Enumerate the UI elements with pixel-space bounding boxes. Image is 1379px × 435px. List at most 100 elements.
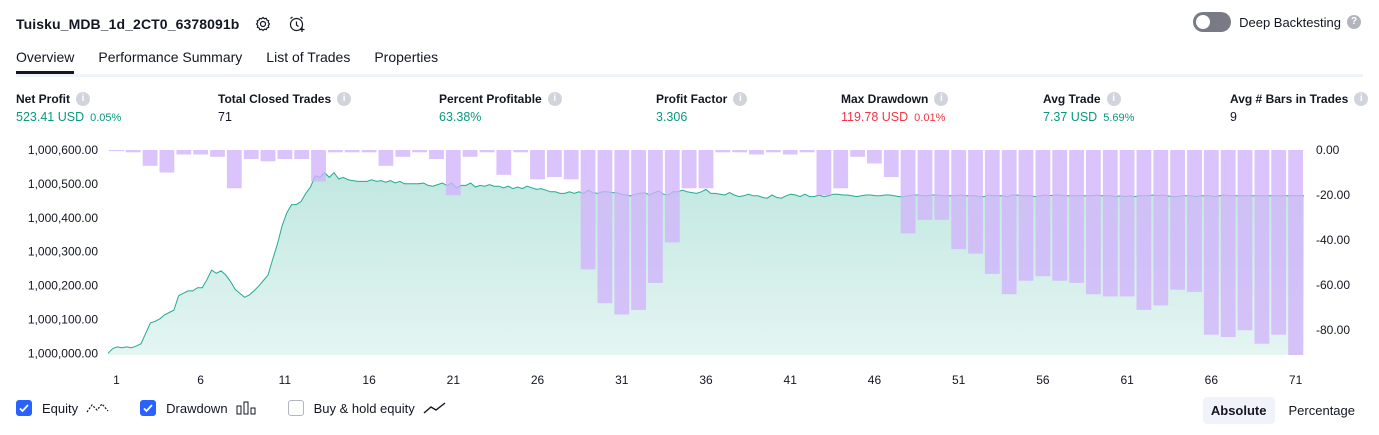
drawdown-bar	[749, 150, 764, 155]
drawdown-bar	[867, 150, 882, 164]
drawdown-bar	[159, 150, 175, 173]
percentage-button[interactable]: Percentage	[1288, 403, 1356, 418]
drawdown-bar	[563, 150, 579, 180]
tab-performance-summary[interactable]: Performance Summary	[98, 49, 243, 65]
drawdown-bar	[378, 150, 394, 166]
x-axis-tick-label: 11	[279, 373, 292, 387]
buy-hold-checkbox[interactable]	[287, 400, 304, 416]
left-axis-tick-label: 1,000,400.00	[28, 211, 98, 225]
help-icon[interactable]: ?	[1347, 15, 1361, 29]
x-axis-tick-label: 41	[784, 373, 798, 387]
drawdown-bar	[1203, 150, 1219, 335]
drawdown-bar	[479, 150, 495, 153]
legend-drawdown[interactable]: Drawdown	[140, 400, 257, 416]
x-axis-tick-label: 31	[615, 373, 629, 387]
drawdown-bar	[462, 150, 478, 157]
x-axis-tick-label: 1	[113, 373, 120, 387]
drawdown-bar	[210, 150, 225, 157]
drawdown-bar	[1102, 150, 1118, 297]
drawdown-bar	[1153, 150, 1169, 306]
drawdown-bar	[429, 150, 444, 159]
absolute-button[interactable]: Absolute	[1202, 397, 1275, 424]
metric-label: Avg # Bars in Trades	[1230, 92, 1349, 106]
strategy-header: Tuisku_MDB_1d_2CT0_6378091b	[16, 12, 307, 36]
drawdown-bar	[681, 150, 697, 189]
legend-buy-hold-label: Buy & hold equity	[313, 400, 415, 416]
info-icon[interactable]: i	[733, 92, 748, 106]
drawdown-bar	[395, 150, 411, 157]
settings-gear-icon[interactable]	[253, 14, 273, 34]
info-icon[interactable]: i	[1106, 92, 1121, 106]
drawdown-bar	[530, 150, 545, 180]
tab-list-of-trades[interactable]: List of Trades	[266, 49, 351, 65]
metric-value: 63.38%	[439, 110, 482, 124]
info-icon[interactable]: i	[547, 92, 562, 106]
tab-bar: Overview Performance Summary List of Tra…	[16, 44, 1363, 77]
drawdown-bar	[1018, 150, 1034, 281]
tab-overview[interactable]: Overview	[16, 44, 75, 74]
drawdown-bar	[1237, 150, 1253, 331]
legend-buy-hold[interactable]: Buy & hold equity	[287, 400, 447, 416]
drawdown-bar	[513, 150, 529, 153]
metric-percent: 0.05%	[90, 112, 122, 124]
metric-label: Total Closed Trades	[218, 92, 332, 106]
drawdown-bar	[260, 150, 276, 162]
equity-checkbox[interactable]	[16, 400, 32, 416]
drawdown-bar	[142, 150, 158, 166]
drawdown-bar	[580, 150, 596, 270]
x-axis-tick-label: 46	[868, 373, 882, 387]
drawdown-bar	[715, 150, 731, 153]
drawdown-checkbox[interactable]	[140, 400, 157, 416]
drawdown-bar	[109, 150, 124, 152]
drawdown-bar	[648, 150, 663, 283]
drawdown-bar	[951, 150, 967, 250]
metric-label: Net Profit	[16, 92, 70, 106]
deep-backtesting-label: Deep Backtesting	[1239, 14, 1341, 30]
metric-value: 119.78 USD	[841, 110, 909, 124]
metric-value: 523.41 USD	[16, 110, 85, 124]
info-icon[interactable]: i	[76, 92, 90, 106]
tab-properties[interactable]: Properties	[374, 49, 439, 65]
drawdown-bar	[917, 150, 933, 220]
info-icon[interactable]: i	[934, 92, 949, 106]
metric-label: Profit Factor	[656, 92, 728, 106]
add-alert-clock-icon[interactable]	[287, 14, 307, 34]
x-axis-tick-label: 6	[197, 373, 204, 387]
drawdown-bar	[496, 150, 512, 175]
drawdown-bar	[328, 150, 343, 153]
drawdown-bar	[226, 150, 242, 189]
drawdown-bar	[968, 150, 983, 254]
drawdown-bar	[782, 150, 798, 155]
metric-value: 71	[218, 110, 232, 124]
drawdown-bar	[934, 150, 950, 220]
left-axis-tick-label: 1,000,600.00	[28, 143, 98, 157]
right-axis-tick-label: -80.00	[1316, 323, 1350, 337]
deep-backtesting-toggle[interactable]	[1193, 12, 1232, 32]
drawdown-bar	[176, 150, 192, 155]
drawdown-bar	[1136, 150, 1152, 310]
metric-value: 9	[1230, 110, 1237, 124]
metric-label: Avg Trade	[1043, 92, 1101, 106]
drawdown-bar	[361, 150, 377, 153]
view-mode-switch: Absolute Percentage	[1197, 397, 1363, 424]
right-axis-tick-label: -60.00	[1316, 278, 1350, 292]
left-axis-tick-label: 1,000,500.00	[28, 177, 98, 191]
metric-percent-profitable: Percent Profitable i 63.38%	[439, 92, 562, 124]
drawdown-bar	[799, 150, 815, 153]
drawdown-bar	[698, 150, 714, 189]
drawdown-bar	[1086, 150, 1101, 295]
drawdown-bars-icon	[236, 401, 258, 415]
x-axis-tick-label: 16	[362, 373, 376, 387]
info-icon[interactable]: i	[1354, 92, 1369, 106]
buy-hold-line-icon	[423, 401, 447, 415]
drawdown-bar	[1271, 150, 1287, 335]
drawdown-bar	[732, 150, 748, 153]
metric-value: 7.37 USD	[1043, 110, 1098, 124]
drawdown-bar	[664, 150, 680, 243]
legend-equity[interactable]: Equity	[16, 400, 110, 416]
drawdown-bar	[294, 150, 310, 159]
info-icon[interactable]: i	[337, 92, 352, 106]
equity-drawdown-chart[interactable]: 1,000,000.00 1,000,100.00 1,000,200.00 1,00…	[0, 140, 1379, 392]
x-axis-tick-label: 26	[531, 373, 545, 387]
right-axis-tick-label: 0.00	[1316, 143, 1340, 157]
